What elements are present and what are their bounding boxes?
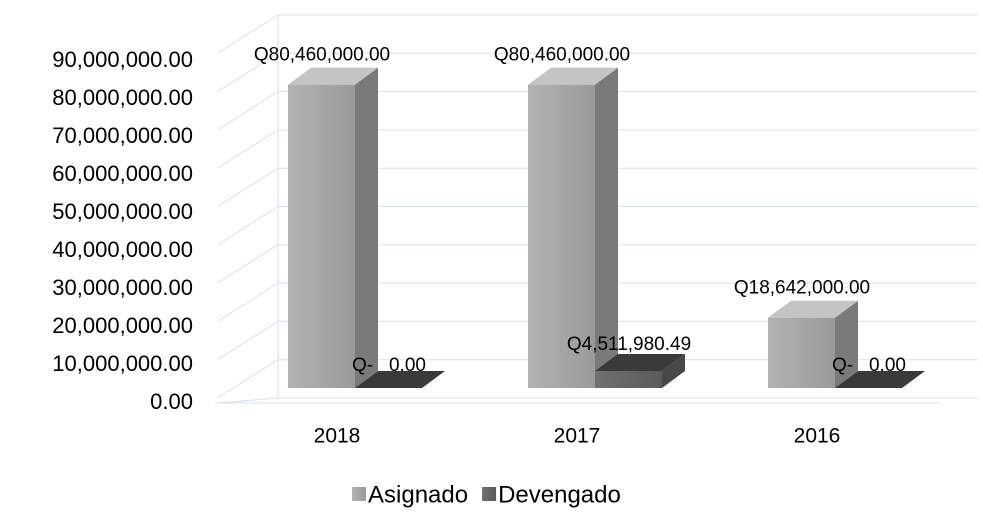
legend-swatch	[482, 487, 497, 501]
grid-line-side	[217, 397, 279, 404]
bar-side	[355, 67, 378, 388]
y-tick-label: 20,000,000.00	[52, 313, 193, 338]
bar	[288, 84, 355, 388]
y-tick-label: 50,000,000.00	[52, 199, 193, 224]
bar-top	[595, 353, 685, 371]
x-tick-label: 2018	[314, 425, 361, 448]
bar	[595, 370, 662, 388]
grid-line-side	[217, 129, 279, 169]
bar-side	[595, 67, 618, 388]
grid-line-side	[217, 52, 279, 92]
data-label: Q18,642,000.00	[734, 278, 870, 299]
y-tick-label: 60,000,000.00	[52, 161, 193, 186]
y-tick-label: 80,000,000.00	[52, 85, 193, 110]
legend-swatch	[352, 487, 366, 501]
data-label: Q80,460,000.00	[494, 45, 630, 66]
bar-side	[835, 300, 858, 388]
data-label: Q80,460,000.00	[254, 45, 390, 66]
legend-label: Asignado	[368, 481, 468, 508]
y-tick-label: 30,000,000.00	[52, 275, 193, 300]
y-tick-label: 70,000,000.00	[52, 123, 193, 148]
x-tick-label: 2016	[794, 425, 841, 448]
bar-top	[528, 67, 618, 85]
y-tick-label: 10,000,000.00	[52, 351, 193, 376]
grid-line-side	[217, 167, 279, 207]
data-label: Q4,511,980.49	[567, 334, 691, 355]
bar-top	[288, 67, 378, 85]
wall-top-side	[217, 14, 279, 54]
bar-side	[662, 353, 685, 388]
bar	[528, 84, 595, 388]
grid-line-side	[217, 206, 279, 245]
y-tick-label: 90,000,000.00	[52, 47, 193, 72]
bar-top	[355, 371, 445, 388]
data-label: Q- 0.00	[352, 355, 426, 376]
y-tick-label: 40,000,000.00	[52, 237, 193, 262]
bar-top	[835, 371, 925, 388]
data-label: Q- 0.00	[832, 355, 906, 376]
grid-line-side	[217, 282, 279, 322]
x-tick-label: 2017	[554, 425, 601, 448]
grid-line-side	[217, 91, 279, 131]
grid-line-side	[217, 244, 279, 284]
bar-top	[768, 300, 858, 318]
grid-line-side	[217, 359, 279, 399]
bar	[768, 317, 835, 388]
legend-label: Devengado	[498, 481, 621, 508]
y-tick-label: 0.00	[150, 389, 193, 414]
grid-line-side	[217, 320, 279, 360]
